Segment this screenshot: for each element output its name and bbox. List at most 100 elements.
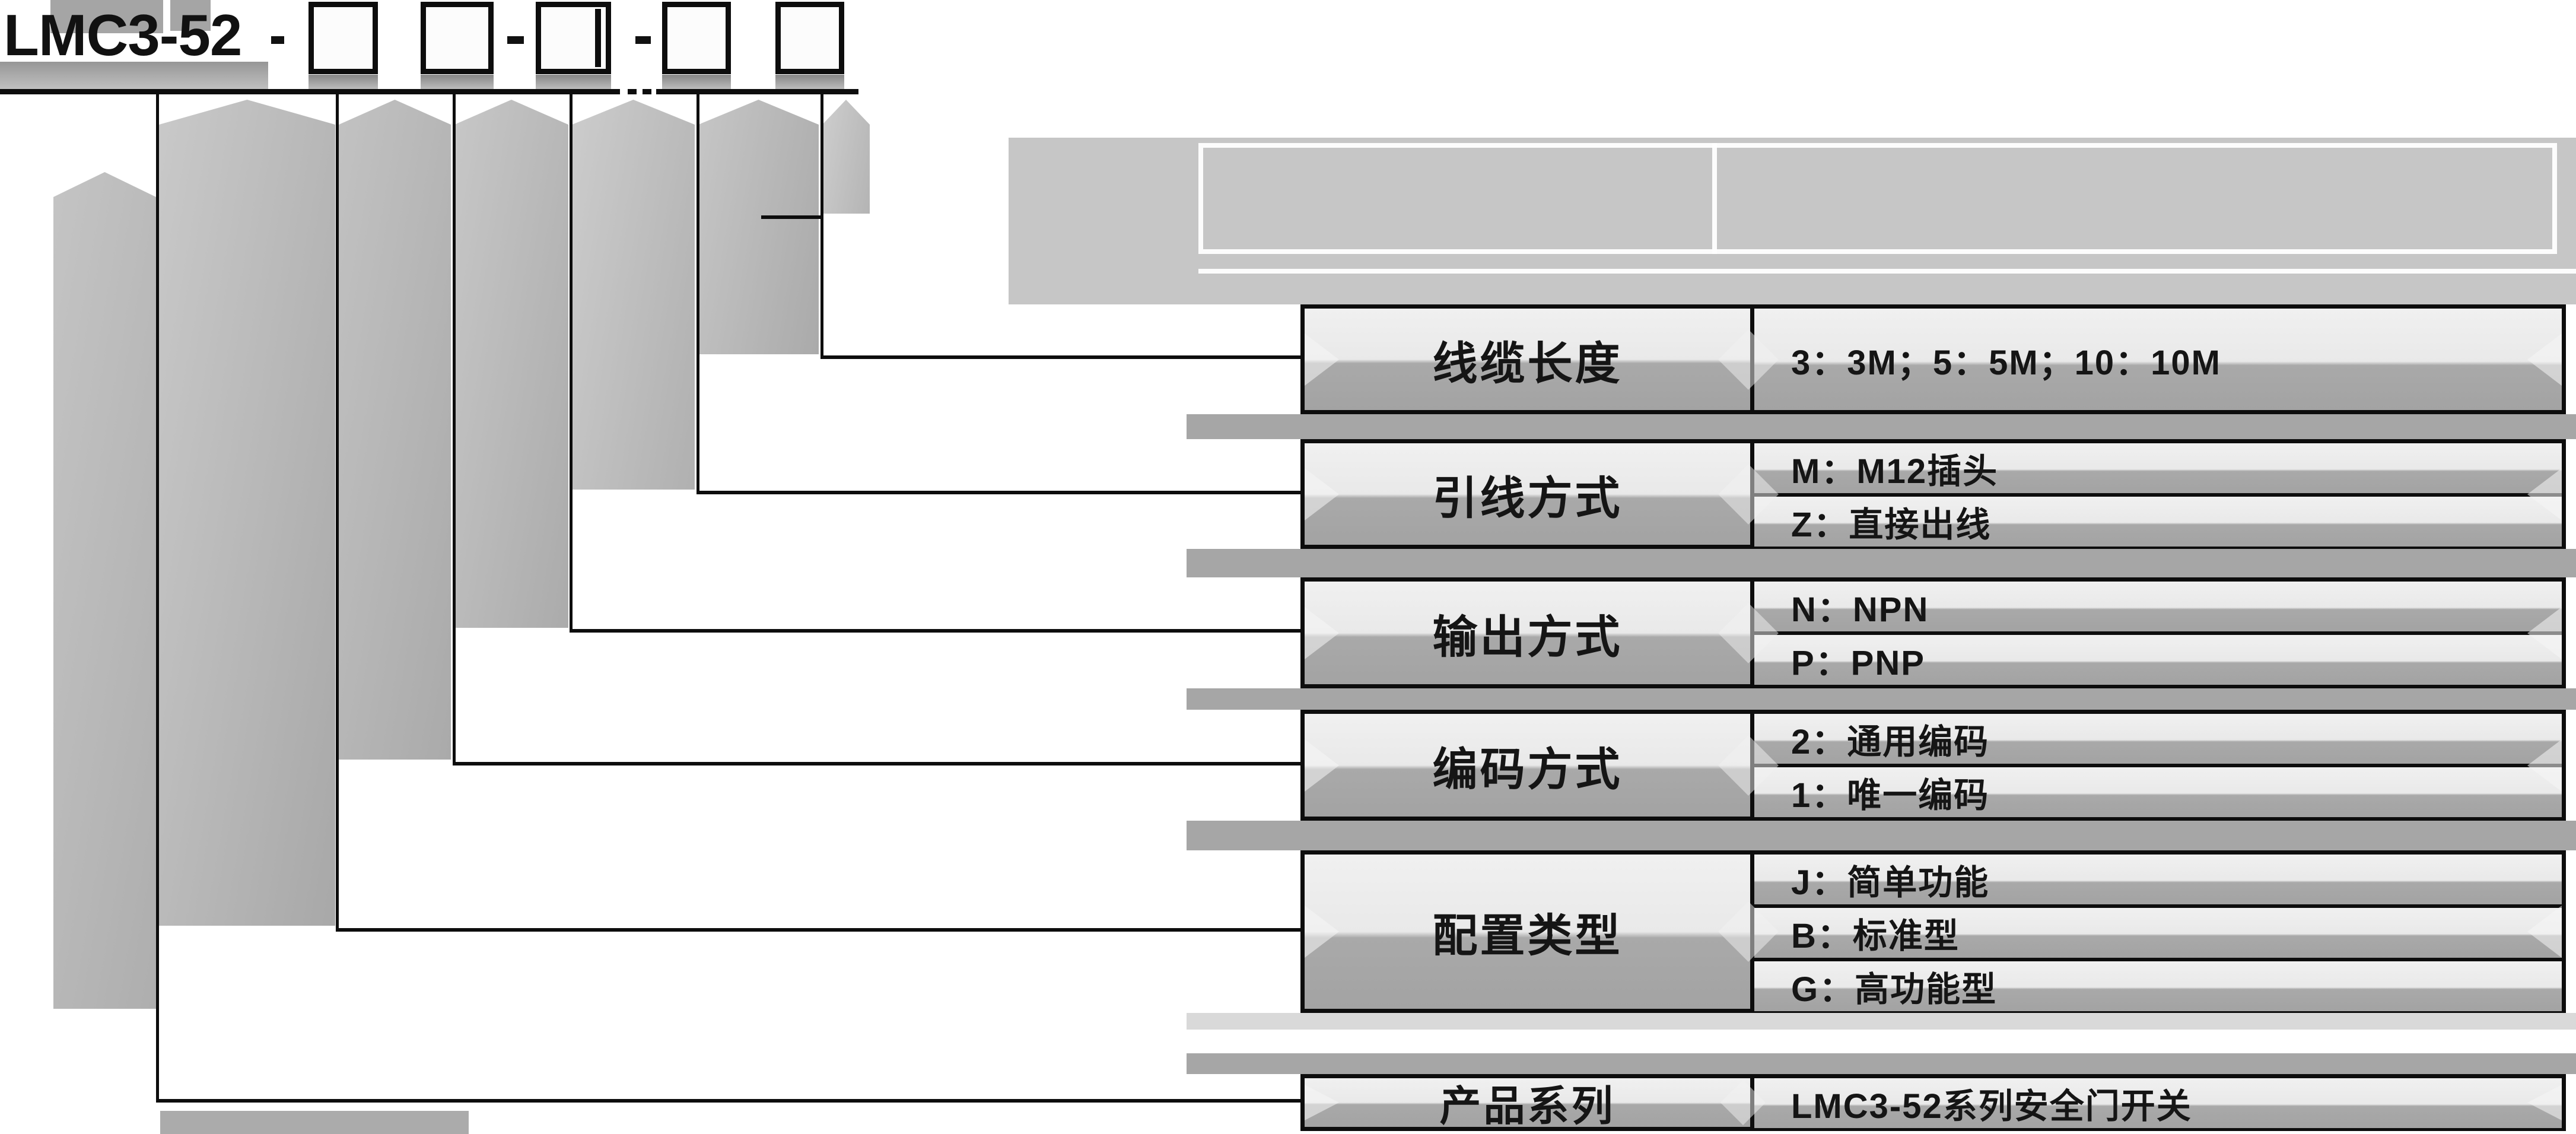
- title-top-block-2: [170, 0, 211, 31]
- gray-column-e: [572, 100, 695, 490]
- connector-v-coding: [453, 94, 456, 765]
- connector-h-coding: [453, 762, 1303, 765]
- connector-v-cable-length: [820, 94, 823, 359]
- connector-h-cable-length: [820, 355, 1303, 359]
- field-option: 2：通用编码: [1754, 714, 2562, 764]
- title-top-block-1: [50, 0, 163, 33]
- connector-h-config-type: [336, 928, 1303, 932]
- field-label: 编码方式: [1432, 744, 1623, 795]
- code-underline-right: [656, 89, 858, 94]
- field-option-text: 3：3M；5：5M；10：10M: [1791, 343, 2221, 382]
- code-box-cable-length: [775, 2, 844, 74]
- field-label-cell: 引线方式: [1305, 443, 1754, 545]
- field-option-text: N：NPN: [1791, 590, 1929, 629]
- underline-dot-1: [628, 89, 637, 94]
- field-row-coding: 编码方式 2：通用编码 1：唯一编码: [1300, 710, 2566, 821]
- field-option: B：标准型: [1754, 904, 2562, 958]
- gap-band-1: [1187, 414, 2576, 439]
- row-left-notch: [1305, 606, 1339, 659]
- field-option-text: B：标准型: [1791, 917, 1960, 955]
- underline-dot-2: [643, 89, 651, 94]
- row-left-notch: [1305, 739, 1339, 792]
- gray-column-f: [698, 100, 819, 354]
- code-box-output-inner-line: [595, 9, 601, 67]
- row-right-notch: [2527, 606, 2562, 659]
- field-value-cell: J：简单功能 B：标准型 G：高功能型: [1754, 855, 2562, 1011]
- field-label: 配置类型: [1432, 911, 1623, 961]
- box-shadow-5: [775, 75, 844, 89]
- field-row-config-type: 配置类型 J：简单功能 B：标准型 G：高功能型: [1300, 850, 2566, 1013]
- field-label: 线缆长度: [1432, 338, 1623, 389]
- gap-band-5b: [1187, 1053, 2576, 1074]
- box-shadow-4: [662, 75, 731, 89]
- bottom-left-gray-band: [160, 1111, 469, 1134]
- box-shadow-3: [536, 75, 611, 89]
- row-left-notch: [1305, 333, 1339, 386]
- code-dash-2: [507, 36, 524, 44]
- field-label: 输出方式: [1432, 612, 1623, 663]
- gap-band-2: [1187, 549, 2576, 577]
- row-right-notch: [2527, 1085, 2562, 1120]
- ghost-row-outline: [1198, 143, 2557, 254]
- gap-band-5a: [1187, 1013, 2576, 1030]
- field-option: N：NPN: [1754, 582, 2562, 631]
- field-option-text: P：PNP: [1791, 644, 1925, 682]
- field-option-text: Z：直接出线: [1791, 506, 1992, 544]
- ghost-row-divider: [1712, 143, 1717, 254]
- field-label-cell: 输出方式: [1305, 582, 1754, 684]
- row-left-notch: [1305, 468, 1339, 520]
- field-value-cell: N：NPN P：PNP: [1754, 582, 2562, 685]
- row-right-notch: [2527, 739, 2562, 792]
- field-option: 1：唯一编码: [1754, 764, 2562, 817]
- field-label: 产品系列: [1439, 1082, 1615, 1129]
- field-label-cell: 配置类型: [1305, 855, 1754, 1009]
- connector-v-output: [570, 94, 573, 633]
- gray-column-b: [159, 100, 335, 926]
- field-row-cable-length: 线缆长度 3：3M；5：5M；10：10M: [1300, 304, 2566, 414]
- connector-h-product-series: [156, 1099, 1303, 1103]
- field-option: P：PNP: [1754, 631, 2562, 685]
- field-option: 3：3M；5：5M；10：10M: [1754, 309, 2562, 410]
- connector-v-config-type: [336, 94, 339, 932]
- row-left-notch: [1305, 1085, 1339, 1120]
- ghost-row-underline: [1198, 269, 2576, 274]
- connector-h-output: [570, 629, 1303, 633]
- gray-column-a: [53, 172, 156, 1009]
- connector-v-lead-wire: [697, 94, 699, 494]
- field-value-cell: M：M12插头 Z：直接出线: [1754, 443, 2562, 547]
- code-box-output: [536, 2, 611, 74]
- row-right-notch: [2527, 468, 2562, 520]
- field-option-text: G：高功能型: [1791, 970, 1998, 1009]
- row-right-notch: [2527, 906, 2562, 958]
- field-value-cell: 2：通用编码 1：唯一编码: [1754, 714, 2562, 817]
- field-option-text: LMC3-52系列安全门开关: [1791, 1087, 2192, 1126]
- code-box-lead-wire: [662, 2, 731, 74]
- field-option: G：高功能型: [1754, 958, 2562, 1011]
- box-shadow-2: [421, 75, 494, 89]
- field-option: LMC3-52系列安全门开关: [1754, 1078, 2562, 1128]
- code-box-coding: [421, 2, 494, 74]
- connector-v-product-series: [156, 94, 159, 1103]
- field-option-text: 1：唯一编码: [1791, 776, 1990, 815]
- field-value-cell: LMC3-52系列安全门开关: [1754, 1078, 2562, 1128]
- field-value-cell: 3：3M；5：5M；10：10M: [1754, 309, 2562, 410]
- field-label: 引线方式: [1432, 473, 1623, 524]
- field-option-text: M：M12插头: [1791, 452, 1999, 491]
- stub-line: [761, 215, 820, 219]
- field-row-lead-wire: 引线方式 M：M12插头 Z：直接出线: [1300, 439, 2566, 549]
- field-row-product-series: 产品系列 LMC3-52系列安全门开关: [1300, 1074, 2566, 1131]
- field-option: J：简单功能: [1754, 855, 2562, 904]
- field-label-cell: 编码方式: [1305, 714, 1754, 817]
- field-option: Z：直接出线: [1754, 493, 2562, 547]
- field-option-text: J：简单功能: [1791, 863, 1990, 902]
- row-left-notch: [1305, 906, 1339, 958]
- field-row-output: 输出方式 N：NPN P：PNP: [1300, 577, 2566, 688]
- field-option-text: 2：通用编码: [1791, 723, 1990, 761]
- code-dash-1: [271, 36, 284, 44]
- gray-column-c: [339, 100, 451, 760]
- gap-band-4: [1187, 821, 2576, 850]
- field-option: M：M12插头: [1754, 443, 2562, 493]
- top-right-gray-zone: [1009, 138, 2576, 304]
- title-shadow-bar: [0, 62, 268, 89]
